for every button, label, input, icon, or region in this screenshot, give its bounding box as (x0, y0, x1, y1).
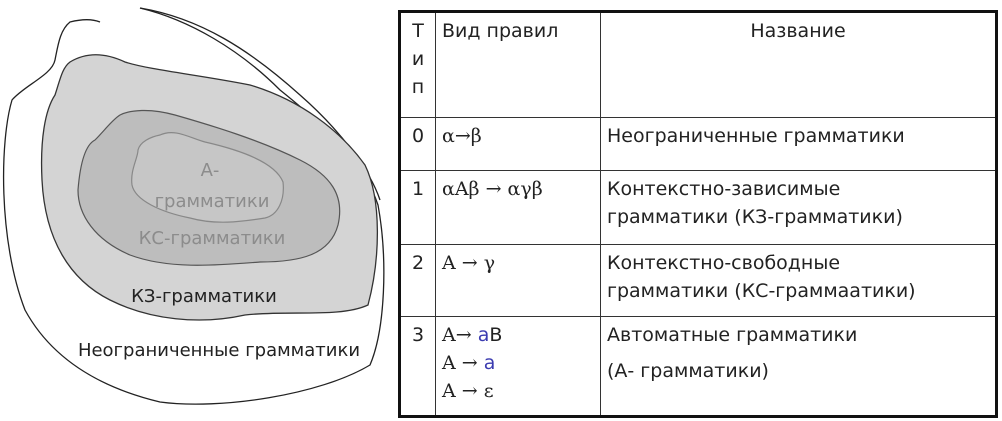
a-grammar-label: А- (201, 160, 220, 181)
name-line: грамматики (КЗ-грамматики) (607, 206, 903, 228)
rule-cell: α→β (435, 117, 601, 171)
type-cell: 1 (399, 170, 436, 245)
name-line: Контекстно-зависимые (607, 178, 841, 200)
name-line: (А- грамматики) (607, 360, 769, 382)
rule-cell: A→ aB A → a A → ε (435, 316, 601, 417)
cs-grammar-label: КЗ-грамматики (131, 286, 277, 307)
name-line: Контекстно-свободные (607, 252, 841, 274)
table-header-row: Т и п Вид правил Название (399, 11, 997, 118)
table-row: 2 A → γ Контекстно-свободные грамматики … (399, 244, 997, 317)
type-cell: 3 (399, 316, 436, 417)
table-row: 0 α→β Неограниченные грамматики (399, 117, 997, 171)
rule-lhs: A → (442, 352, 484, 374)
name-cell: Контекстно-свободные грамматики (КС-грам… (600, 244, 997, 317)
rule-line: A → a (442, 349, 594, 377)
type-cell: 2 (399, 244, 436, 317)
a-region (131, 131, 284, 223)
rule-lhs: A → ε (442, 380, 494, 402)
name-line: Автоматные грамматики (607, 324, 858, 346)
rule-lhs: A→ (442, 324, 478, 346)
cf-grammar-label: КС-грамматики (139, 228, 286, 249)
name-cell: Автоматные грамматики (А- грамматики) (600, 316, 997, 417)
header-type-letter: и (411, 48, 425, 70)
rule-terminal: a (483, 352, 496, 374)
a-grammar-label-2: грамматики (155, 191, 270, 212)
rule-cell: A → γ (435, 244, 601, 317)
header-type-letter: п (411, 76, 425, 98)
table-row: 3 A→ aB A → a A → ε Автоматные грамматик… (399, 316, 997, 417)
header-rule: Вид правил (435, 11, 601, 118)
name-cell: Неограниченные грамматики (600, 117, 997, 171)
grammar-types-table: Т и п Вид правил Название 0 α→β Неограни… (398, 10, 998, 418)
rule-cell: αAβ → αγβ (435, 170, 601, 245)
table-row: 1 αAβ → αγβ Контекстно-зависимые граммат… (399, 170, 997, 245)
rule-line: A→ aB (442, 321, 594, 349)
name-cell: Контекстно-зависимые грамматики (КЗ-грам… (600, 170, 997, 245)
rule-terminal: a (477, 324, 490, 346)
grammar-hierarchy-diagram: А- грамматики КС-грамматики КЗ-грамматик… (2, 7, 385, 405)
unrestricted-grammar-label: Неограниченные грамматики (78, 340, 360, 361)
header-type: Т и п (399, 11, 436, 118)
rule-line: A → ε (442, 377, 594, 405)
header-type-letter: Т (412, 20, 424, 42)
name-line: грамматики (КС-граммаатики) (607, 280, 916, 302)
header-name: Название (600, 11, 997, 118)
rule-nonterminal: B (489, 324, 503, 346)
type-cell: 0 (399, 117, 436, 171)
